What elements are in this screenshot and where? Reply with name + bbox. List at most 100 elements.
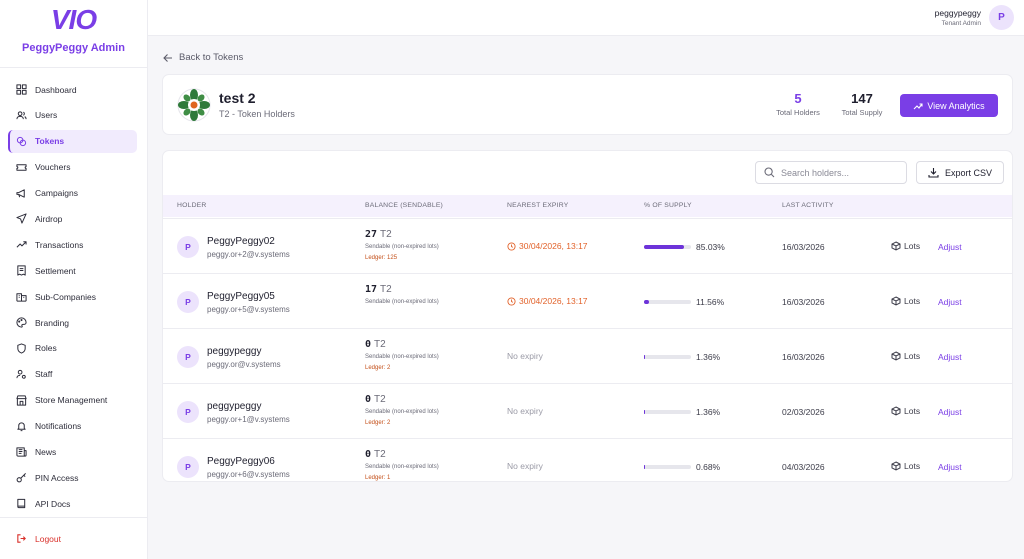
sidebar-item-store-management[interactable]: Store Management — [8, 389, 137, 412]
dashboard-icon — [16, 84, 27, 95]
lots-button[interactable]: Lots — [891, 461, 920, 471]
sidebar-item-sub-companies[interactable]: Sub-Companies — [8, 285, 137, 308]
balance-value: 0 — [365, 449, 372, 460]
lots-label: Lots — [904, 406, 921, 416]
lots-button[interactable]: Lots — [891, 351, 920, 361]
nearest-expiry: No expiry — [507, 406, 543, 416]
back-label: Back to Tokens — [179, 52, 244, 63]
sidebar-item-vouchers[interactable]: Vouchers — [8, 156, 137, 179]
balance: 0 T2 — [365, 394, 386, 405]
sidebar-item-notifications[interactable]: Notifications — [8, 415, 137, 438]
clock-icon — [507, 241, 516, 251]
back-to-tokens-link[interactable]: Back to Tokens — [163, 52, 243, 63]
logo[interactable]: VIO — [50, 4, 97, 35]
sidebar-item-roles[interactable]: Roles — [8, 337, 137, 360]
total-holders-label: Total Holders — [776, 108, 820, 117]
lots-button[interactable]: Lots — [891, 241, 920, 251]
balance-unit: T2 — [380, 284, 392, 295]
logout-label: Logout — [35, 533, 61, 544]
holder-avatar: P — [177, 401, 199, 423]
last-activity: 16/03/2026 — [782, 352, 825, 362]
sidebar-item-settlement[interactable]: Settlement — [8, 259, 137, 282]
user-avatar[interactable]: P — [989, 5, 1014, 30]
sidebar-item-staff[interactable]: Staff — [8, 363, 137, 386]
nearest-expiry: No expiry — [507, 461, 543, 471]
sidebar-item-label: Store Management — [35, 395, 108, 406]
supply-percent: 11.56% — [696, 297, 725, 307]
table-row: P PeggyPeggy05 peggy.or+5@v.systems 17 T2 Sen… — [163, 273, 1012, 328]
balance: 27 T2 — [365, 229, 392, 240]
holder-name: PeggyPeggy06 — [207, 456, 275, 467]
ledger-note: Ledger: 2 — [365, 365, 391, 371]
lots-label: Lots — [904, 351, 921, 361]
supply-progress-fill — [644, 465, 645, 469]
expiry-value: No expiry — [507, 351, 543, 361]
sidebar-item-dashboard[interactable]: Dashboard — [8, 78, 137, 101]
nearest-expiry: 30/04/2026, 13:17 — [507, 241, 588, 251]
holder-name: peggypeggy — [207, 346, 262, 357]
adjust-button[interactable]: Adjust — [938, 462, 962, 472]
logout-button[interactable]: Logout — [16, 533, 61, 544]
holder-email: peggy.or@v.systems — [207, 360, 281, 369]
sidebar-item-airdrop[interactable]: Airdrop — [8, 207, 137, 230]
export-csv-button[interactable]: Export CSV — [916, 161, 1004, 184]
adjust-button[interactable]: Adjust — [938, 297, 962, 307]
holder-avatar: P — [177, 236, 199, 258]
building-icon — [16, 291, 27, 302]
store-icon — [16, 395, 27, 406]
expiry-value: No expiry — [507, 406, 543, 416]
expiry-value: 30/04/2026, 13:17 — [519, 296, 588, 306]
sidebar-item-campaigns[interactable]: Campaigns — [8, 182, 137, 205]
shield-icon — [16, 343, 27, 354]
sidebar-item-branding[interactable]: Branding — [8, 311, 137, 334]
user-role: Tenant Admin — [941, 20, 981, 27]
sidebar-item-label: Transactions — [35, 239, 84, 250]
user-name: peggypeggy — [934, 8, 981, 18]
balance-value: 0 — [365, 394, 372, 405]
balance-value: 27 — [365, 229, 378, 240]
supply-percent: 0.68% — [696, 462, 721, 472]
column-header-supply: % OF SUPPLY — [644, 202, 692, 209]
sidebar-nav: Dashboard Users Tokens Vouchers Campaigns Air… — [0, 68, 147, 515]
sidebar-item-label: PIN Access — [35, 472, 79, 483]
sidebar-item-label: Vouchers — [35, 162, 71, 173]
package-icon — [891, 406, 901, 416]
balance-unit: T2 — [380, 229, 392, 240]
sidebar-item-transactions[interactable]: Transactions — [8, 233, 137, 256]
adjust-button[interactable]: Adjust — [938, 407, 962, 417]
sidebar-item-users[interactable]: Users — [8, 104, 137, 127]
supply-progress-bar — [644, 300, 691, 304]
search-holders-input[interactable] — [781, 167, 899, 178]
sidebar-item-tokens[interactable]: Tokens — [8, 129, 137, 153]
user-cog-icon — [16, 369, 27, 380]
coins-icon — [16, 136, 27, 147]
token-logo-icon — [177, 88, 211, 122]
trending-up-icon — [913, 102, 923, 109]
view-analytics-button[interactable]: View Analytics — [900, 94, 998, 117]
last-activity: 04/03/2026 — [782, 462, 825, 472]
total-supply-value: 147 — [851, 91, 873, 106]
sidebar-item-news[interactable]: News — [8, 440, 137, 463]
lots-button[interactable]: Lots — [891, 296, 920, 306]
lots-label: Lots — [904, 461, 921, 471]
lots-button[interactable]: Lots — [891, 406, 920, 416]
table-row: P PeggyPeggy02 peggy.or+2@v.systems 27 T2 Sen… — [163, 218, 1012, 273]
sidebar-item-label: Users — [35, 110, 58, 121]
holder-email: peggy.or+5@v.systems — [207, 305, 290, 314]
search-box[interactable] — [755, 161, 907, 184]
holders-table-card: Export CSV HOLDER BALANCE (SENDABLE) NEA… — [162, 150, 1013, 482]
download-icon — [928, 168, 939, 178]
user-menu[interactable]: peggypeggy Tenant Admin P — [935, 5, 1014, 30]
logout-icon — [17, 534, 26, 543]
holder-avatar: P — [177, 456, 199, 478]
sidebar-item-label: Campaigns — [35, 188, 78, 199]
sidebar-item-api-docs[interactable]: API Docs — [8, 492, 137, 515]
adjust-button[interactable]: Adjust — [938, 352, 962, 362]
supply-progress-bar — [644, 410, 691, 414]
trending-up-icon — [16, 239, 27, 250]
adjust-button[interactable]: Adjust — [938, 242, 962, 252]
sidebar-item-pin-access[interactable]: PIN Access — [8, 466, 137, 489]
supply-progress-bar — [644, 245, 691, 249]
clock-icon — [507, 296, 516, 306]
